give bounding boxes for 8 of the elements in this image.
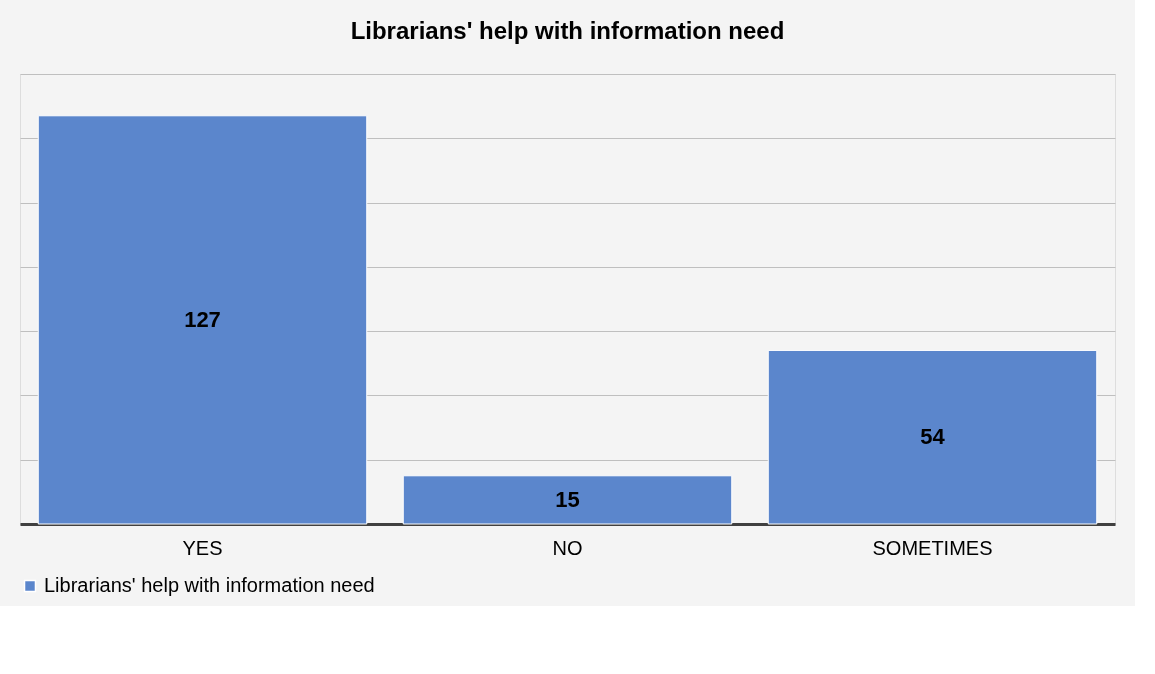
data-label: 127 xyxy=(184,306,221,332)
chart-title: Librarians' help with information need xyxy=(350,17,785,44)
x-tick-label: SOMETIMES xyxy=(872,536,993,559)
x-tick-label: YES xyxy=(182,536,223,559)
data-label: 15 xyxy=(555,486,580,512)
legend-label: Librarians' help with information need xyxy=(44,574,375,596)
data-label: 54 xyxy=(920,424,946,450)
x-tick-label: NO xyxy=(552,536,583,559)
